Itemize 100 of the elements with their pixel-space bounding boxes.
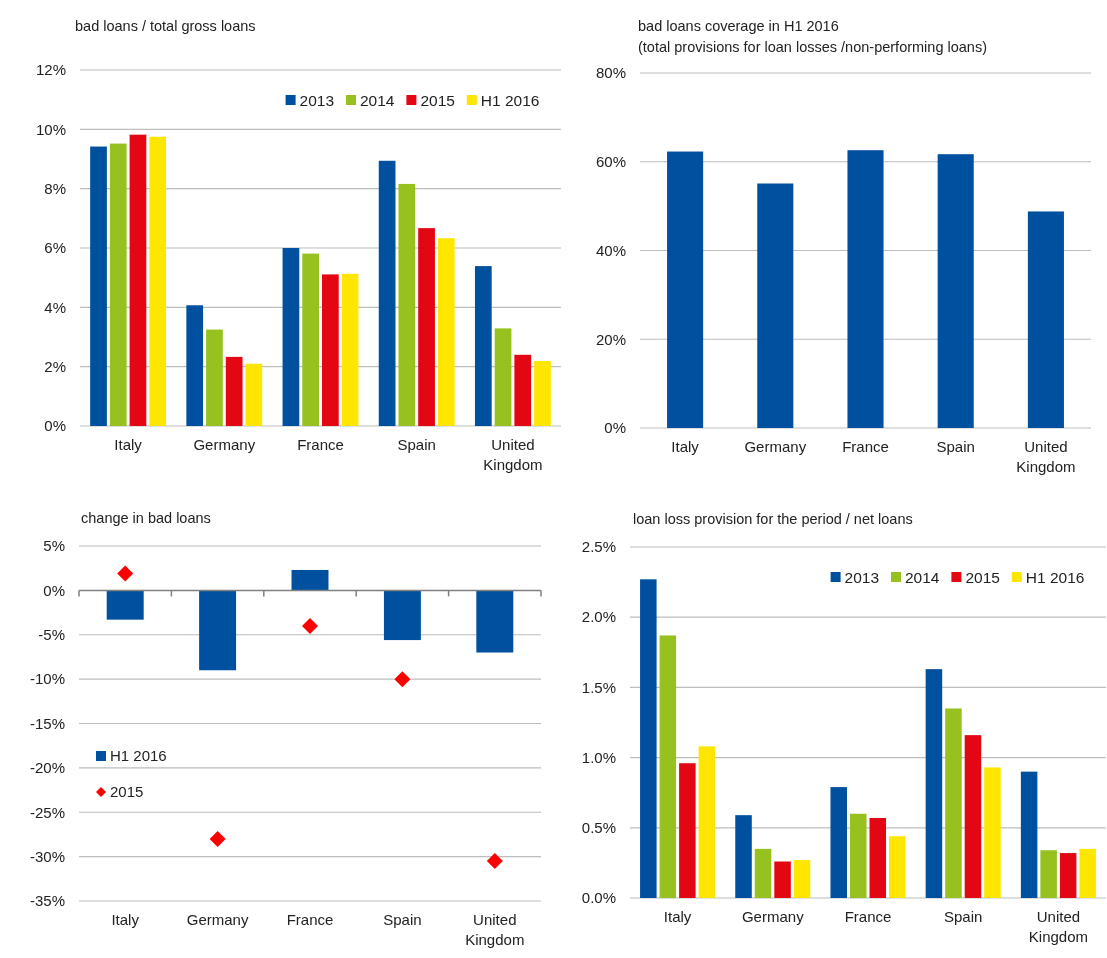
legend-label: 2014 xyxy=(905,569,940,586)
bar xyxy=(754,848,772,898)
bar xyxy=(245,363,263,426)
bar xyxy=(1059,853,1077,898)
bar xyxy=(206,329,223,426)
bar xyxy=(1020,771,1038,898)
x-tick-label: Italy xyxy=(111,911,140,928)
bar xyxy=(186,305,204,426)
bar xyxy=(659,635,677,898)
y-tick-label: 12% xyxy=(35,61,66,79)
bar xyxy=(793,860,811,898)
y-tick-label: 2% xyxy=(44,357,66,375)
legend-label: 2013 xyxy=(844,569,880,586)
bar xyxy=(398,183,416,426)
y-tick-label: 10% xyxy=(35,120,66,138)
bar xyxy=(109,143,127,426)
y-tick-label: 2.0% xyxy=(581,608,616,626)
chart-title: bad loans / total gross loans xyxy=(75,18,256,34)
bar xyxy=(418,228,435,426)
legend-label: H1 2016 xyxy=(1025,569,1085,586)
bar xyxy=(514,354,532,426)
bar xyxy=(149,136,167,426)
y-tick-label: 0% xyxy=(604,419,626,437)
chart-title: bad loans coverage in H1 2016 xyxy=(638,18,839,34)
bar xyxy=(945,708,962,898)
point xyxy=(394,671,411,688)
y-tick-label: 0.0% xyxy=(581,889,616,907)
bar xyxy=(889,836,906,898)
x-tick-label: United Kingdom xyxy=(483,436,543,473)
y-tick-label: 60% xyxy=(595,153,626,170)
bar xyxy=(90,146,107,426)
bar xyxy=(774,861,791,898)
x-tick-label: Spain xyxy=(397,436,436,453)
y-tick-label: 2.5% xyxy=(581,538,616,556)
legend-label: 2014 xyxy=(360,92,395,109)
legend-label: 2013 xyxy=(299,92,335,109)
y-tick-label: -5% xyxy=(38,626,65,643)
x-tick-label: Spain xyxy=(383,911,422,928)
bar xyxy=(129,134,147,426)
bar xyxy=(830,787,847,898)
y-tick-label: 0% xyxy=(44,417,66,435)
x-tick-label: Italy xyxy=(663,908,692,925)
bar xyxy=(1040,850,1057,898)
chart-title: change in bad loans xyxy=(81,510,211,526)
x-tick-label: Germany xyxy=(193,436,256,453)
x-tick-label: France xyxy=(842,438,889,455)
bar xyxy=(757,183,794,428)
bar xyxy=(378,160,396,426)
y-tick-label: 20% xyxy=(595,330,626,348)
x-tick-label: France xyxy=(297,436,344,453)
chart-subtitle: (total provisions for loan losses /non-performing loans) xyxy=(638,39,987,55)
chart-title: loan loss provision for the period / net loans xyxy=(633,511,913,527)
legend-label: H1 2016 xyxy=(480,92,540,109)
bar xyxy=(640,579,657,898)
x-tick-label: Italy xyxy=(114,436,143,453)
bar xyxy=(282,248,300,426)
bar xyxy=(437,238,455,426)
bar xyxy=(984,767,1001,898)
bar xyxy=(869,817,887,898)
point xyxy=(117,565,134,582)
legend-label: H1 2016 xyxy=(110,747,167,764)
y-tick-label: 0.5% xyxy=(581,819,616,837)
x-tick-label: Italy xyxy=(671,438,700,455)
y-tick-label: 80% xyxy=(595,64,626,82)
bar xyxy=(494,328,512,426)
y-tick-label: 1.0% xyxy=(581,748,616,766)
legend-label: 2015 xyxy=(110,783,144,800)
y-tick-label: 6% xyxy=(44,239,66,257)
bar xyxy=(847,150,884,428)
x-tick-label: France xyxy=(286,911,334,928)
x-tick-label: United Kingdom xyxy=(1016,438,1076,475)
x-tick-label: Germany xyxy=(744,438,807,455)
y-tick-label: 1.5% xyxy=(581,678,616,696)
bar xyxy=(1079,848,1096,898)
x-tick-label: United Kingdom xyxy=(1028,908,1088,945)
bar xyxy=(849,813,867,898)
y-tick-label: -10% xyxy=(29,670,65,688)
y-tick-label: -30% xyxy=(29,847,65,865)
y-tick-label: -20% xyxy=(29,759,65,777)
point xyxy=(486,853,503,870)
bar xyxy=(937,154,974,428)
y-tick-label: -35% xyxy=(29,892,65,910)
y-tick-label: 5% xyxy=(43,537,65,555)
bar xyxy=(322,274,339,426)
bar xyxy=(341,273,359,426)
bar xyxy=(667,151,704,428)
bar xyxy=(225,356,243,426)
y-tick-label: 0% xyxy=(43,581,65,599)
bar xyxy=(964,735,982,898)
bar xyxy=(302,253,319,426)
x-tick-label: Germany xyxy=(186,911,249,928)
bar xyxy=(474,266,492,426)
bar xyxy=(1027,211,1064,428)
x-tick-label: United Kingdom xyxy=(465,911,525,948)
y-tick-label: 4% xyxy=(44,298,66,316)
bar xyxy=(698,746,716,898)
y-tick-label: -15% xyxy=(29,714,65,732)
legend-label: 2015 xyxy=(420,92,455,109)
x-tick-label: France xyxy=(844,908,892,925)
x-tick-label: Spain xyxy=(944,908,983,925)
